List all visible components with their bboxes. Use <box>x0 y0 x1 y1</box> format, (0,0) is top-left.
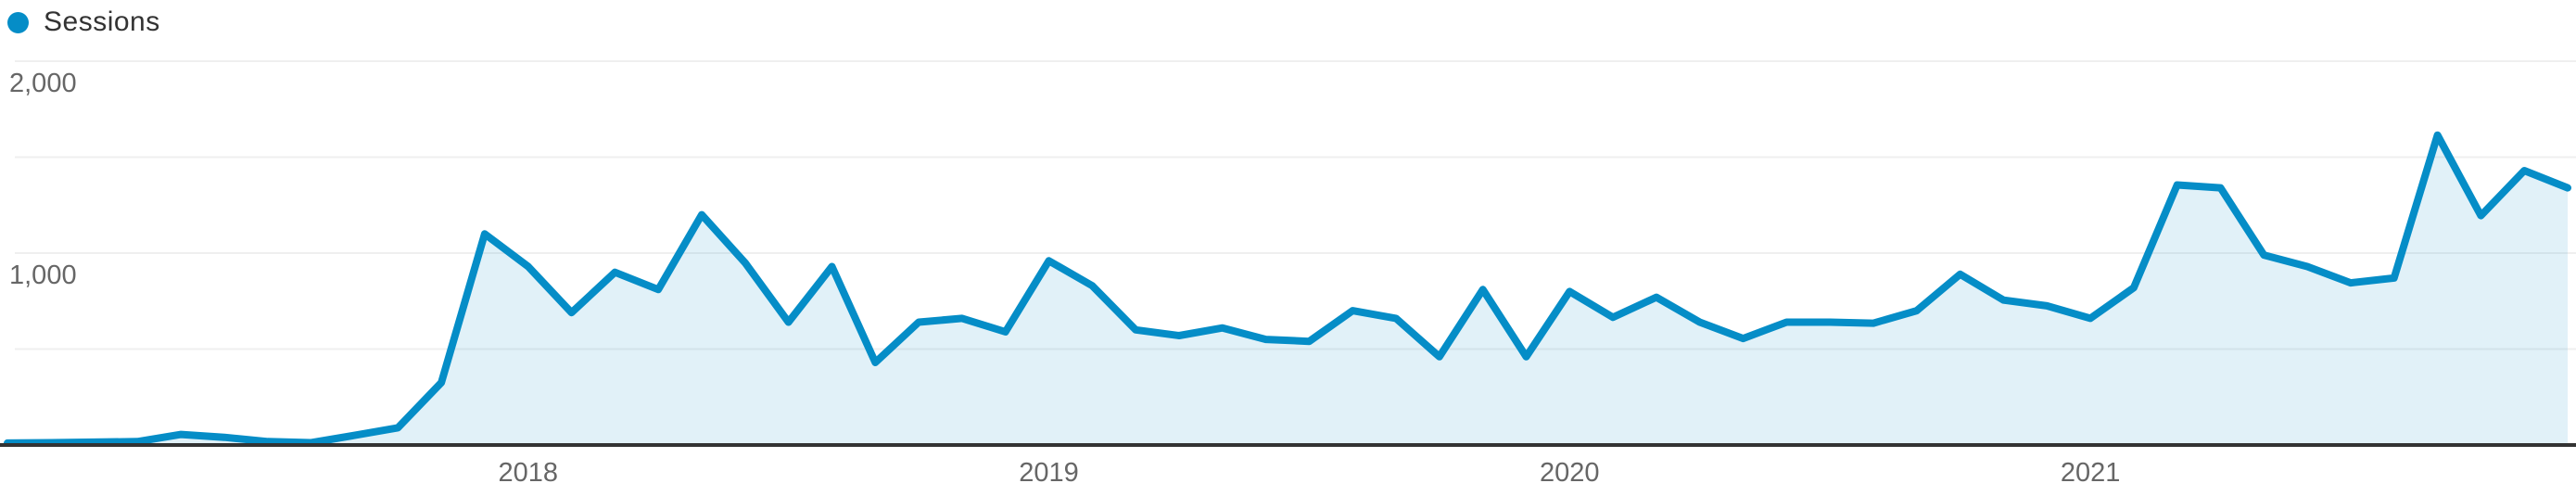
sessions-legend-dot-icon <box>7 11 29 33</box>
sessions-area-fill <box>7 134 2568 445</box>
x-axis-tick-label-2020: 2020 <box>1540 458 1600 488</box>
x-axis-tick-label-2021: 2021 <box>2061 458 2121 488</box>
legend-label: Sessions <box>44 6 160 37</box>
y-axis-tick-label-1000: 1,000 <box>9 261 77 290</box>
y-axis-tick-label-2000: 2,000 <box>9 69 77 98</box>
x-axis-tick-label-2018: 2018 <box>499 458 559 488</box>
sessions-line <box>4 131 2571 447</box>
chart-legend: Sessions <box>7 6 160 38</box>
x-axis-tick-label-2019: 2019 <box>1019 458 1079 488</box>
